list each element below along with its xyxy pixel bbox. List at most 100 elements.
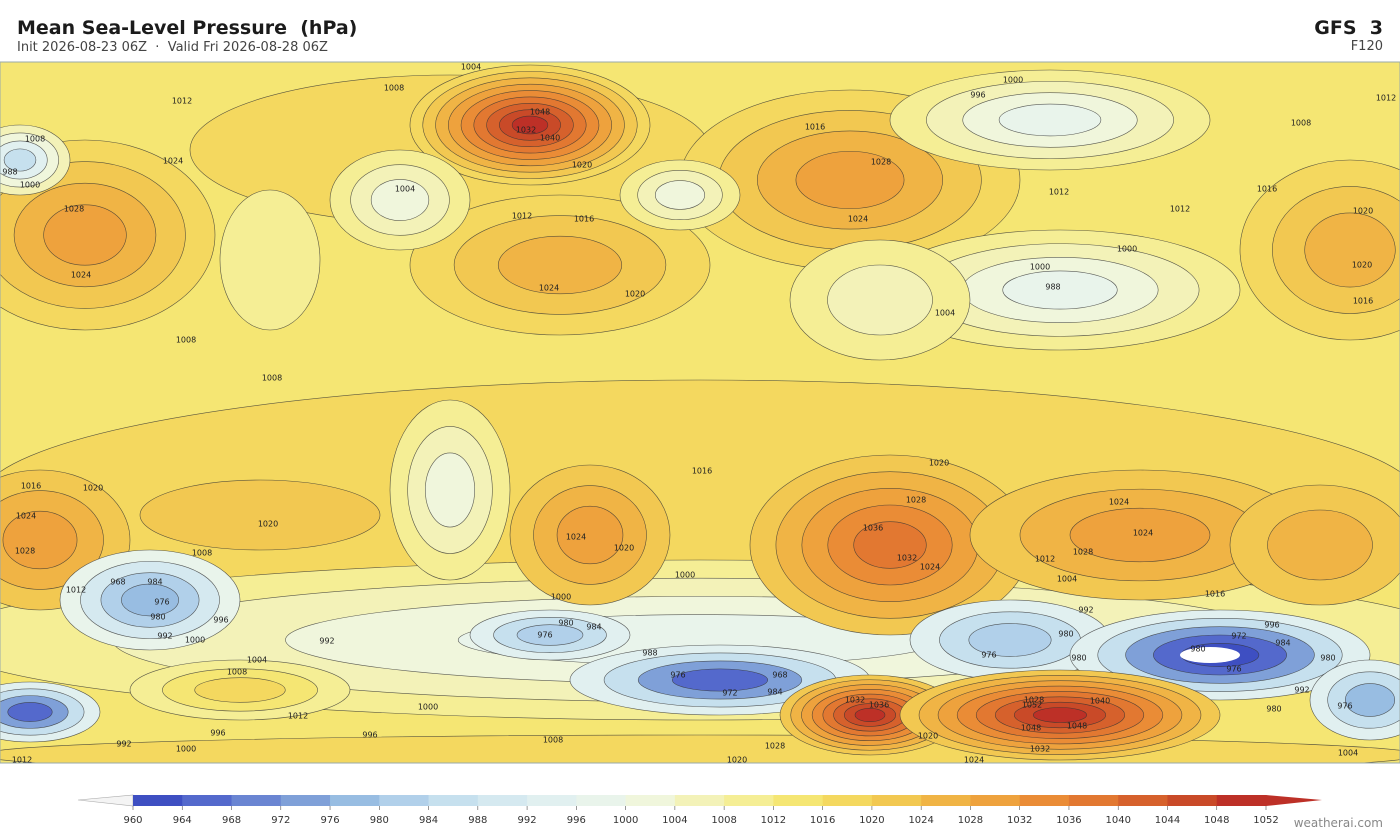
colorbar-tick-label: 1000 bbox=[613, 815, 638, 826]
contour-label: 1052 bbox=[1022, 701, 1042, 710]
pressure-contour bbox=[370, 179, 430, 221]
contour-label: 992 bbox=[1078, 606, 1093, 615]
contour-label: 1000 bbox=[675, 571, 695, 580]
contour-label: 1012 bbox=[1170, 205, 1190, 214]
pressure-contour bbox=[2, 510, 78, 570]
contour-label: 1000 bbox=[1117, 245, 1137, 254]
contour-label: 1024 bbox=[964, 756, 984, 765]
colorbar-segment bbox=[674, 795, 725, 806]
contour-label: 984 bbox=[147, 578, 162, 587]
contour-label: 976 bbox=[154, 598, 169, 607]
colorbar-tick-label: 1016 bbox=[810, 815, 835, 826]
contour-label: 1016 bbox=[692, 467, 712, 476]
contour-label: 1036 bbox=[863, 524, 883, 533]
pressure-contour bbox=[853, 521, 927, 569]
contour-label: 1012 bbox=[512, 212, 532, 221]
contour-label: 1000 bbox=[1030, 263, 1050, 272]
contour-label: 1020 bbox=[1352, 261, 1372, 270]
contour-label: 1032 bbox=[897, 554, 917, 563]
colorbar-segment bbox=[428, 795, 479, 806]
colorbar-tick-label: 980 bbox=[370, 815, 389, 826]
contour-label: 1024 bbox=[71, 271, 91, 280]
colorbar-tick-label: 1004 bbox=[662, 815, 687, 826]
colorbar-tick-label: 1052 bbox=[1253, 815, 1278, 826]
contour-label: 1020 bbox=[83, 484, 103, 493]
colorbar-tick-label: 1048 bbox=[1204, 815, 1229, 826]
pressure-contour bbox=[968, 623, 1052, 657]
contour-label: 1032 bbox=[845, 696, 865, 705]
pressure-contour bbox=[654, 180, 706, 210]
contour-label: 1028 bbox=[906, 496, 926, 505]
colorbar-segment bbox=[576, 795, 627, 806]
contour-label: 976 bbox=[1226, 665, 1241, 674]
pressure-contour bbox=[556, 505, 624, 565]
contour-label: 1028 bbox=[15, 547, 35, 556]
colorbar-segment bbox=[1068, 795, 1119, 806]
pressure-contour bbox=[671, 668, 769, 692]
colorbar-tick-label: 1044 bbox=[1155, 815, 1180, 826]
contour-label: 1028 bbox=[765, 742, 785, 751]
colorbar-tick-label: 1012 bbox=[761, 815, 786, 826]
contour-label: 996 bbox=[1264, 621, 1279, 630]
contour-label: 1024 bbox=[1133, 529, 1153, 538]
contour-label: 1024 bbox=[848, 215, 868, 224]
colorbar-segment bbox=[182, 795, 233, 806]
pressure-contour bbox=[194, 677, 286, 703]
contour-label: 976 bbox=[981, 651, 996, 660]
contour-label: 1016 bbox=[1205, 590, 1225, 599]
contour-label: 968 bbox=[110, 578, 125, 587]
contour-label: 988 bbox=[642, 649, 657, 658]
contour-label: 1024 bbox=[539, 284, 559, 293]
contour-label: 1016 bbox=[805, 123, 825, 132]
colorbar-segment bbox=[822, 795, 873, 806]
missing-data-patch bbox=[1180, 647, 1240, 663]
contour-label: 1040 bbox=[540, 134, 560, 143]
colorbar-segment bbox=[1118, 795, 1168, 806]
contour-label: 1008 bbox=[25, 135, 45, 144]
contour-label: 1008 bbox=[384, 84, 404, 93]
colorbar-segment bbox=[1167, 795, 1218, 806]
contour-label: 1000 bbox=[176, 745, 196, 754]
contour-label: 1012 bbox=[172, 97, 192, 106]
contour-label: 1028 bbox=[1024, 696, 1044, 705]
contour-label: 1024 bbox=[920, 563, 940, 572]
contour-label: 1028 bbox=[871, 158, 891, 167]
colorbar: 960 964 968 972 976 980 984 988 992 996 1000 1004 10… bbox=[77, 794, 1322, 826]
colorbar-tick-label: 1020 bbox=[859, 815, 884, 826]
contour-label: 1020 bbox=[918, 732, 938, 741]
contour-label: 1008 bbox=[543, 736, 563, 745]
contour-label: 980 bbox=[150, 613, 165, 622]
contour-label: 1012 bbox=[288, 712, 308, 721]
contour-label: 1020 bbox=[929, 459, 949, 468]
colorbar-tick-label: 964 bbox=[173, 815, 192, 826]
contour-label: 980 bbox=[1058, 630, 1073, 639]
pressure-contour bbox=[139, 479, 381, 551]
pressure-contour bbox=[7, 702, 53, 722]
colorbar-tick-label: 988 bbox=[468, 815, 487, 826]
colorbar-segment bbox=[871, 795, 922, 806]
contour-label: 1040 bbox=[1090, 697, 1110, 706]
map-border bbox=[0, 61, 1400, 764]
colorbar-segment bbox=[1216, 795, 1267, 806]
contour-label: 1012 bbox=[1049, 188, 1069, 197]
colorbar-segment bbox=[527, 795, 577, 806]
pressure-contour bbox=[1344, 683, 1396, 717]
colorbar-tick-label: 1028 bbox=[958, 815, 983, 826]
contour-label: 1020 bbox=[625, 290, 645, 299]
contour-label: 984 bbox=[586, 623, 601, 632]
contour-label: 1000 bbox=[20, 181, 40, 190]
contour-label: 1012 bbox=[66, 586, 86, 595]
contour-label: 1000 bbox=[418, 703, 438, 712]
pressure-contour bbox=[1033, 707, 1087, 723]
colorbar-tick-label: 960 bbox=[123, 815, 142, 826]
contour-label: 1000 bbox=[1003, 76, 1023, 85]
colorbar-segment bbox=[477, 795, 528, 806]
colorbar-segment bbox=[724, 795, 774, 806]
pressure-contour bbox=[998, 103, 1102, 137]
pressure-contour bbox=[424, 452, 476, 528]
contour-label: 1016 bbox=[1257, 185, 1277, 194]
colorbar-segment bbox=[1019, 795, 1070, 806]
contour-label: 976 bbox=[1337, 702, 1352, 711]
contour-label: 1016 bbox=[574, 215, 594, 224]
